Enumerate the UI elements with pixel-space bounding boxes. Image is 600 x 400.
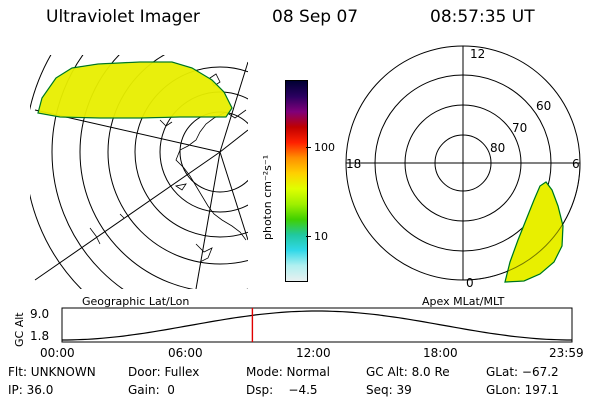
coastline (89, 73, 247, 263)
door-status: Door: Fullex (128, 365, 200, 379)
timeline-frame (61, 307, 573, 343)
latitude-circles (30, 55, 248, 289)
mlt-label-6: 6 (572, 157, 580, 171)
glon-status: GLon: 197.1 (486, 383, 559, 397)
geographic-caption: Geographic Lat/Lon (82, 295, 190, 308)
mlt-label-12: 12 (470, 47, 485, 61)
mlat-label-60: 60 (536, 99, 551, 113)
glat-status: GLat: −67.2 (486, 365, 559, 379)
mlat-label-70: 70 (512, 121, 527, 135)
gain-status: Gain: 0 (128, 383, 175, 397)
mode-status: Mode: Normal (246, 365, 330, 379)
time-label: 08:57:35 UT (430, 7, 535, 27)
ip-status: IP: 36.0 (8, 383, 54, 397)
colorbar-label-100: 100 (314, 141, 335, 154)
instrument-title: Ultraviolet Imager (46, 7, 200, 27)
colorbar-tick-10 (306, 236, 311, 237)
mlat-mlt-polar-plot: 12 18 6 0 60 70 80 (345, 45, 581, 290)
flight-status: Flt: UNKNOWN (8, 365, 96, 379)
geographic-map (30, 55, 248, 289)
seq-status: Seq: 39 (366, 383, 412, 397)
gc-alt-axis-label: GC Alt (13, 312, 26, 347)
colorbar-gradient (286, 81, 307, 281)
mlt-label-0: 0 (466, 276, 474, 290)
x-label-0000: 00:00 (40, 346, 75, 360)
gc-alt-status: GC Alt: 8.0 Re (366, 365, 450, 379)
y-label-1.8: 1.8 (30, 329, 49, 343)
date-label: 08 Sep 07 (272, 7, 359, 27)
x-label-1800: 18:00 (423, 346, 458, 360)
x-label-1200: 12:00 (296, 346, 331, 360)
mlt-auroral-region-edge (462, 162, 581, 281)
apex-caption: Apex MLat/MLT (422, 295, 505, 308)
mlat-label-80: 80 (490, 141, 505, 155)
dsp-status: Dsp: −4.5 (246, 383, 318, 397)
y-label-9: 9.0 (30, 307, 49, 321)
x-label-0600: 06:00 (168, 346, 203, 360)
colorbar (285, 80, 308, 282)
altitude-curve (62, 310, 572, 341)
colorbar-label-10: 10 (314, 230, 328, 243)
colorbar-tick-100 (306, 147, 311, 148)
mlt-label-18: 18 (346, 157, 361, 171)
x-label-2359: 23:59 (549, 346, 584, 360)
